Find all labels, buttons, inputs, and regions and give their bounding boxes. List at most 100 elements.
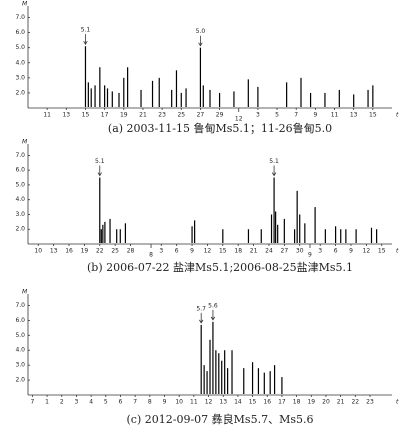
x-tick-label: 27 (281, 248, 289, 255)
stem (224, 350, 226, 394)
x-tick-label: 22 (96, 248, 104, 255)
stem (123, 77, 125, 107)
stem (199, 47, 202, 107)
stem (324, 92, 326, 107)
stem (118, 92, 120, 107)
x-tick-label: 5 (104, 399, 108, 406)
month-label: 8 (149, 252, 153, 259)
x-tick-label: 4 (89, 399, 93, 406)
x-tick-label: 19 (307, 399, 315, 406)
stem (257, 86, 259, 107)
x-tick-label: 3 (318, 248, 322, 255)
stem (209, 89, 211, 107)
x-tick-label: 2 (60, 399, 64, 406)
stem (106, 88, 109, 107)
y-tick-label: 6.0 (15, 29, 25, 36)
stem (286, 82, 288, 107)
x-tick-label: 23 (158, 112, 166, 119)
stem (277, 224, 279, 243)
caption: (a) 2003-11-15 鲁甸Ms5.1；11-26鲁甸5.0 (108, 121, 332, 135)
x-tick-label: 16 (65, 248, 73, 255)
x-tick-label: 11 (190, 399, 198, 406)
x-tick-label: 6 (334, 248, 338, 255)
stem (370, 227, 373, 243)
x-tick-label: 23 (366, 399, 374, 406)
x-tick-label: 11 (43, 112, 51, 119)
stem (314, 207, 316, 243)
stem (218, 353, 220, 394)
stem (100, 229, 102, 243)
stem (293, 229, 296, 243)
y-tick-label: 3.0 (15, 362, 25, 369)
stem (140, 89, 142, 107)
x-tick-label: 28 (127, 248, 135, 255)
x-tick-label: 30 (296, 248, 304, 255)
x-tick-label: 19 (120, 112, 128, 119)
x-tick-label: 7 (294, 112, 298, 119)
x-tick-label: 13 (219, 399, 227, 406)
stem (206, 371, 208, 394)
stem (273, 365, 276, 394)
stem (247, 79, 249, 107)
y-tick-label: 4.0 (15, 347, 25, 354)
arrow-head (83, 40, 88, 45)
x-axis-label: t (396, 112, 399, 119)
stem (300, 77, 302, 107)
stem (296, 190, 298, 243)
caption: (c) 2012-09-07 彝良Ms5.7、Ms5.6 (127, 412, 314, 426)
x-tick-label: 3 (159, 248, 163, 255)
stem (270, 214, 273, 243)
stem (221, 360, 223, 394)
stem (194, 220, 196, 243)
stem (257, 368, 260, 394)
x-tick-label: 12 (363, 248, 371, 255)
stem (251, 362, 254, 394)
x-tick-label: 5 (275, 112, 279, 119)
x-tick-label: 13 (50, 248, 58, 255)
arrow-head (210, 316, 216, 321)
stem (171, 89, 173, 107)
x-tick-label: 7 (30, 399, 34, 406)
x-tick-label: 9 (190, 248, 194, 255)
x-tick-label: 15 (219, 248, 227, 255)
stem (104, 85, 106, 107)
x-tick-label: 13 (62, 112, 70, 119)
stem (367, 89, 369, 107)
y-tick-label: 5.0 (15, 332, 25, 339)
y-tick-label: 7.0 (15, 302, 25, 309)
stem (227, 368, 229, 394)
stem (281, 377, 283, 394)
x-tick-label: 6 (175, 248, 179, 255)
stem (209, 339, 211, 394)
x-tick-label: 21 (337, 399, 345, 406)
stem (275, 211, 277, 243)
arrow-head (198, 42, 203, 47)
stem (338, 89, 340, 107)
x-tick-label: 15 (369, 112, 377, 119)
arrow-head (271, 172, 277, 177)
stem (175, 70, 178, 107)
stem (340, 229, 342, 243)
caption: (b) 2006-07-22 盐津Ms5.1;2006-08-25盐津Ms5.1 (87, 261, 353, 274)
x-axis-label: t (396, 399, 399, 406)
y-tick-label: 6.0 (15, 167, 25, 174)
x-tick-label: 18 (293, 399, 301, 406)
stem (90, 88, 92, 107)
x-tick-label: 15 (82, 112, 90, 119)
y-axis-label: M (22, 289, 28, 296)
stem (260, 229, 262, 243)
y-tick-label: 7.0 (15, 152, 25, 159)
stem (212, 321, 214, 394)
stem (119, 229, 121, 243)
annotation-text: 5.0 (196, 28, 206, 35)
month-label: 12 (235, 116, 243, 123)
x-tick-label: 15 (378, 248, 386, 255)
stem (215, 350, 217, 394)
x-tick-label: 17 (101, 112, 109, 119)
stem (124, 223, 127, 243)
annotation-text: 5.7 (196, 305, 206, 312)
x-tick-label: 3 (75, 399, 79, 406)
y-tick-label: 4.0 (15, 59, 25, 66)
stem (269, 371, 271, 394)
arrow-head (97, 172, 102, 177)
